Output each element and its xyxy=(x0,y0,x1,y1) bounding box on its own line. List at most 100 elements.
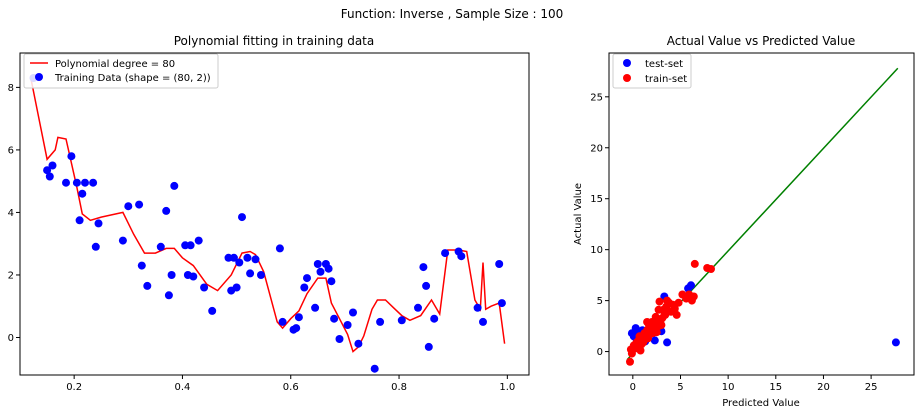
legend-test-swatch xyxy=(623,59,631,67)
training-point xyxy=(430,314,439,323)
training-point xyxy=(156,242,165,251)
y-tick-label: 8 xyxy=(8,83,14,94)
training-point xyxy=(200,283,209,292)
train-set-point xyxy=(626,357,634,366)
chart-title-polynomial-fit: Polynomial fitting in training data xyxy=(174,34,374,48)
training-point xyxy=(479,317,487,326)
training-point xyxy=(414,303,422,312)
chart-polynomial-fit: Polynomial fitting in training data 0.2 0… xyxy=(8,34,530,393)
marks-actual-vs-predicted xyxy=(626,67,900,366)
fit-line xyxy=(30,77,506,353)
training-point xyxy=(251,255,260,264)
training-point xyxy=(422,281,431,290)
training-point xyxy=(370,364,379,373)
y-tick-label: 0 xyxy=(597,347,603,358)
training-point xyxy=(313,260,322,268)
x-tick-label: 1.0 xyxy=(499,382,515,393)
training-point xyxy=(349,308,357,317)
legend-polynomial-fit: Polynomial degree = 80 Training Data (sh… xyxy=(23,53,219,89)
chart-actual-vs-predicted: Actual Value vs Predicted Value 0 5 10 15 20… xyxy=(573,34,915,409)
test-set-point xyxy=(687,281,695,290)
test-set-point xyxy=(650,336,659,345)
training-point xyxy=(457,252,466,261)
y-tick-label: 20 xyxy=(590,143,603,154)
training-point xyxy=(118,236,127,245)
training-point xyxy=(300,283,309,292)
y-axis-ticks-actual-vs-predicted: 0 5 10 15 20 25 xyxy=(590,92,609,358)
legend-train-swatch xyxy=(623,74,631,82)
marks-polynomial-fit xyxy=(29,74,506,373)
training-point xyxy=(246,269,255,278)
train-set-point xyxy=(643,318,652,326)
training-point xyxy=(316,267,325,276)
legend-label-training: Training Data (shape = (80, 2)) xyxy=(54,73,211,84)
training-point xyxy=(164,291,173,300)
x-tick-label: 0.8 xyxy=(391,382,407,393)
train-set-point xyxy=(644,334,653,343)
y-axis-title: Actual Value xyxy=(573,183,584,245)
training-point xyxy=(232,283,241,292)
x-tick-label: 25 xyxy=(865,382,878,393)
training-point xyxy=(497,299,506,308)
training-point xyxy=(137,261,146,270)
training-point xyxy=(45,172,54,181)
train-set-point xyxy=(672,310,681,319)
train-set-point xyxy=(652,328,661,337)
training-point xyxy=(330,314,339,323)
test-set-point xyxy=(663,338,672,347)
training-point xyxy=(303,274,311,283)
figure-suptitle: Function: Inverse , Sample Size : 100 xyxy=(341,7,564,21)
training-point xyxy=(162,206,171,215)
train-set-point xyxy=(636,346,645,355)
train-set-point xyxy=(657,321,666,330)
training-point xyxy=(72,178,81,187)
x-tick-label: 10 xyxy=(722,382,735,393)
y-axis-ticks-polynomial-fit: 0 2 4 6 8 xyxy=(8,83,20,344)
legend-actual-vs-predicted: test-set train-set xyxy=(612,53,692,89)
y-tick-label: 4 xyxy=(8,208,14,219)
test-set-point xyxy=(891,338,900,347)
legend-label-polynomial: Polynomial degree = 80 xyxy=(55,59,175,70)
y-tick-label: 6 xyxy=(8,145,14,156)
train-set-point xyxy=(689,292,698,301)
training-point xyxy=(376,317,385,326)
training-point xyxy=(238,213,246,222)
x-tick-label: 0.6 xyxy=(283,382,299,393)
x-tick-label: 0 xyxy=(630,382,636,393)
y-tick-label: 10 xyxy=(590,245,603,256)
training-point xyxy=(91,242,100,251)
training-point xyxy=(424,342,433,351)
legend-box xyxy=(23,53,219,89)
training-point xyxy=(62,178,70,187)
training-point xyxy=(294,313,303,322)
training-point xyxy=(354,339,363,348)
training-point xyxy=(43,166,52,175)
x-tick-label: 15 xyxy=(769,382,782,393)
training-point xyxy=(335,335,344,343)
training-point xyxy=(229,253,238,262)
training-point xyxy=(243,253,252,262)
legend-point-swatch xyxy=(35,73,43,81)
train-set-point xyxy=(690,259,699,268)
train-set-point xyxy=(655,297,664,306)
y-tick-label: 0 xyxy=(8,333,14,344)
training-point xyxy=(170,181,179,190)
training-point xyxy=(167,271,176,279)
training-point xyxy=(78,189,87,198)
training-point xyxy=(194,236,203,245)
training-point xyxy=(89,178,98,187)
train-set-point xyxy=(707,265,715,273)
training-point xyxy=(135,200,144,209)
training-point xyxy=(311,303,320,312)
training-point xyxy=(495,260,504,268)
training-point xyxy=(343,321,352,329)
training-point xyxy=(473,303,482,312)
train-set-point xyxy=(670,304,679,313)
training-point xyxy=(419,263,428,272)
training-point xyxy=(67,152,76,161)
train-set-point xyxy=(674,298,683,307)
legend-box xyxy=(612,53,692,89)
training-point xyxy=(324,264,333,273)
training-point xyxy=(48,161,57,170)
